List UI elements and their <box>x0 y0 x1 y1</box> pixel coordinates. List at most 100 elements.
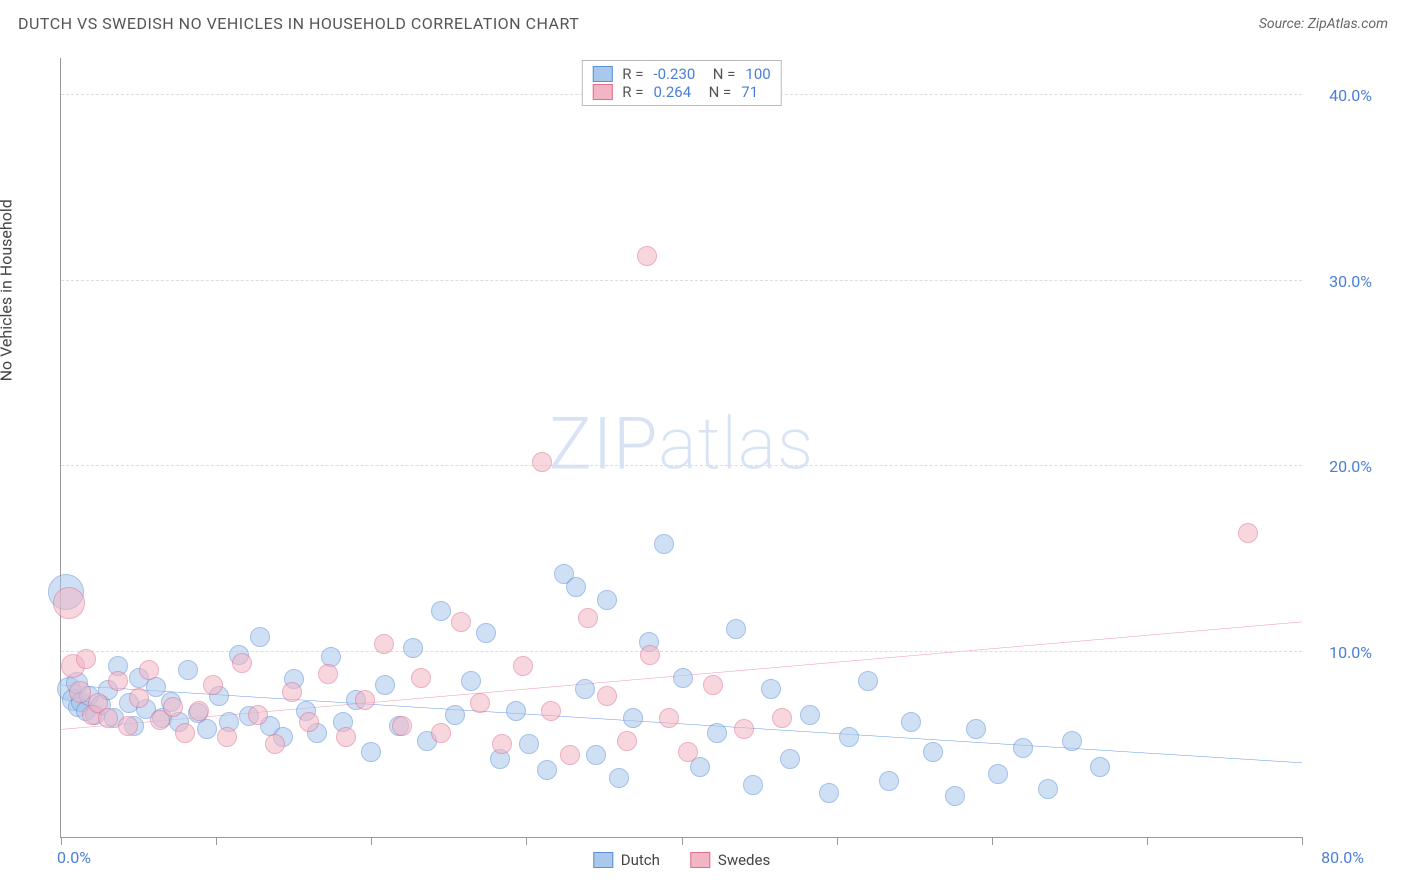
stats-row-swedes: R = 0.264 N = 71 <box>592 83 770 101</box>
data-point <box>282 682 302 702</box>
legend-label-swedes: Swedes <box>718 851 770 869</box>
data-point <box>532 452 552 472</box>
data-point <box>726 619 746 639</box>
data-point <box>431 723 451 743</box>
data-point <box>217 727 237 747</box>
data-point <box>945 786 965 806</box>
data-point <box>451 612 471 632</box>
dutch-swatch-icon <box>593 852 613 868</box>
data-point <box>578 608 598 628</box>
y-axis-label: No Vehicles in Household <box>0 199 16 381</box>
data-point <box>470 693 490 713</box>
data-point <box>492 734 512 754</box>
data-point <box>678 742 698 762</box>
data-point <box>76 649 96 669</box>
data-point <box>566 577 586 597</box>
data-point <box>513 656 533 676</box>
data-point <box>519 734 539 754</box>
x-tick <box>526 837 527 845</box>
stats-legend: R = -0.230 N = 100 R = 0.264 N = 71 <box>581 60 781 106</box>
dutch-n-value: 100 <box>745 65 770 83</box>
data-point <box>374 634 394 654</box>
data-point <box>734 719 754 739</box>
data-point <box>761 679 781 699</box>
data-point <box>1062 731 1082 751</box>
data-point <box>476 623 496 643</box>
x-tick <box>682 837 683 845</box>
data-point <box>69 681 91 703</box>
data-point <box>1238 523 1258 543</box>
data-point <box>819 783 839 803</box>
data-point <box>189 701 209 721</box>
x-tick-label: 0.0% <box>57 848 91 867</box>
data-point <box>232 653 252 673</box>
data-point <box>1090 757 1110 777</box>
watermark-text: ZIPatlas <box>549 401 814 486</box>
swedes-n-value: 71 <box>741 83 758 101</box>
dutch-r-value: -0.230 <box>653 65 695 83</box>
data-point <box>839 727 859 747</box>
data-point <box>966 719 986 739</box>
data-point <box>623 708 643 728</box>
data-point <box>506 701 526 721</box>
data-point <box>659 708 679 728</box>
x-tick <box>61 837 62 845</box>
data-point <box>597 590 617 610</box>
data-point <box>355 690 375 710</box>
data-point <box>541 701 561 721</box>
y-tick-label: 30.0% <box>1329 272 1372 291</box>
data-point <box>575 679 595 699</box>
data-point <box>707 723 727 743</box>
data-point <box>1038 779 1058 799</box>
x-tick <box>216 837 217 845</box>
data-point <box>118 716 138 736</box>
x-tick-label: 80.0% <box>1321 848 1364 867</box>
data-point <box>780 749 800 769</box>
x-tick <box>371 837 372 845</box>
y-tick-label: 10.0% <box>1329 643 1372 662</box>
data-point <box>609 768 629 788</box>
header: DUTCH VS SWEDISH NO VEHICLES IN HOUSEHOL… <box>0 0 1406 33</box>
data-point <box>163 697 183 717</box>
data-point <box>560 745 580 765</box>
data-point <box>299 712 319 732</box>
data-point <box>403 638 423 658</box>
scatter-plot: ZIPatlas R = -0.230 N = 100 R = 0.264 N … <box>60 58 1302 838</box>
gridline <box>61 465 1302 466</box>
y-tick-label: 20.0% <box>1329 457 1372 476</box>
data-point <box>640 645 660 665</box>
data-point <box>923 742 943 762</box>
legend-item-dutch: Dutch <box>593 851 660 869</box>
x-tick <box>837 837 838 845</box>
chart-title: DUTCH VS SWEDISH NO VEHICLES IN HOUSEHOL… <box>18 14 579 33</box>
chart-container: No Vehicles in Household ZIPatlas R = -0… <box>18 48 1392 878</box>
data-point <box>129 688 149 708</box>
legend-label-dutch: Dutch <box>621 851 660 869</box>
data-point <box>586 745 606 765</box>
gridline <box>61 280 1302 281</box>
x-tick <box>992 837 993 845</box>
swedes-swatch <box>592 84 612 100</box>
data-point <box>178 660 198 680</box>
data-point <box>988 764 1008 784</box>
data-point <box>250 627 270 647</box>
data-point <box>858 671 878 691</box>
data-point <box>445 705 465 725</box>
data-point <box>1013 738 1033 758</box>
data-point <box>800 705 820 725</box>
data-point <box>203 675 223 695</box>
x-tick <box>1302 837 1303 845</box>
swedes-r-value: 0.264 <box>653 83 691 101</box>
data-point <box>901 712 921 732</box>
data-point <box>461 671 481 691</box>
data-point <box>654 534 674 554</box>
swedes-swatch-icon <box>690 852 710 868</box>
data-point <box>673 668 693 688</box>
data-point <box>336 727 356 747</box>
stats-row-dutch: R = -0.230 N = 100 <box>592 65 770 83</box>
data-point <box>637 246 657 266</box>
data-point <box>392 716 412 736</box>
data-point <box>265 734 285 754</box>
data-point <box>139 660 159 680</box>
x-tick <box>1147 837 1148 845</box>
